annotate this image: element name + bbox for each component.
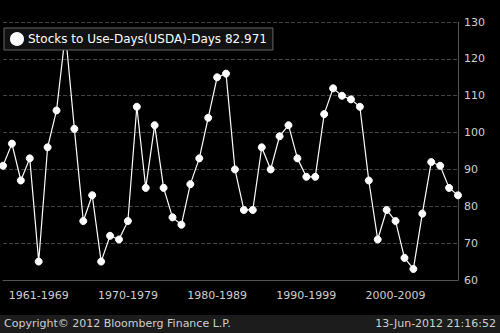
svg-text:130: 130: [464, 16, 485, 29]
svg-text:1980-1989: 1980-1989: [187, 289, 247, 302]
svg-text:90: 90: [464, 163, 478, 176]
svg-text:1961-1969: 1961-1969: [9, 289, 69, 302]
svg-text:80: 80: [464, 200, 478, 213]
svg-text:100: 100: [464, 126, 485, 139]
svg-text:Copyright© 2012 Bloomberg Fina: Copyright© 2012 Bloomberg Finance L.P.: [4, 317, 231, 330]
svg-text:70: 70: [464, 237, 478, 250]
svg-text:1990-1999: 1990-1999: [276, 289, 336, 302]
svg-text:13-Jun-2012 21:16:52: 13-Jun-2012 21:16:52: [375, 317, 496, 330]
svg-text:1970-1979: 1970-1979: [98, 289, 158, 302]
svg-text:110: 110: [464, 89, 485, 102]
svg-text:120: 120: [464, 52, 485, 65]
svg-text:2000-2009: 2000-2009: [366, 289, 426, 302]
svg-text:60: 60: [464, 274, 478, 287]
svg-text:Stocks to Use-Days(USDA)-Days: Stocks to Use-Days(USDA)-Days 82.971: [28, 32, 267, 46]
